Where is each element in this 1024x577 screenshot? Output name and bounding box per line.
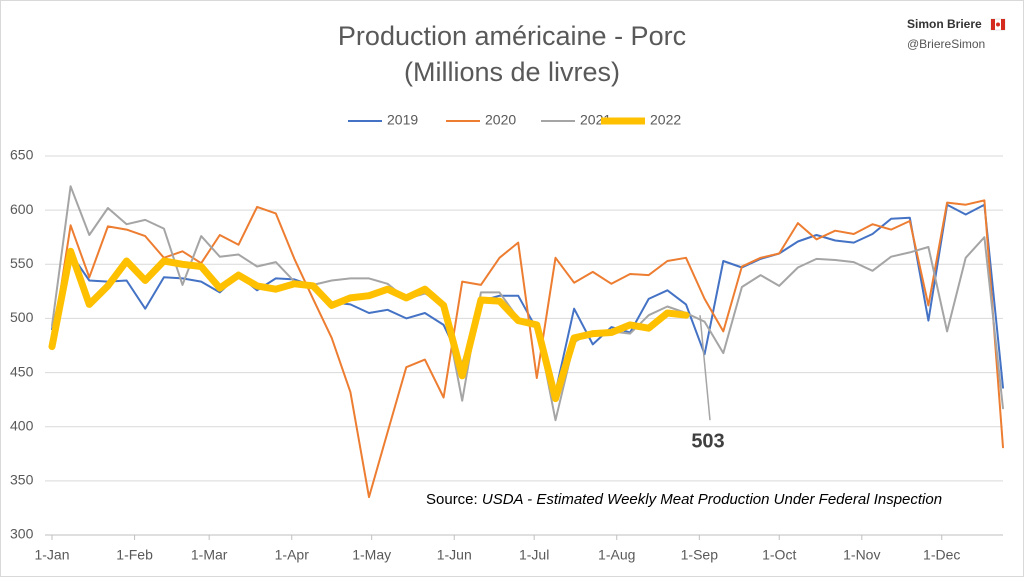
annotation-leader [699, 315, 711, 421]
source-text: USDA - Estimated Weekly Meat Production … [482, 491, 942, 508]
y-tick-label: 300 [10, 526, 34, 542]
x-tick-label: 1-Jul [519, 547, 549, 563]
x-tick-label: 1-Dec [923, 547, 960, 563]
x-tick-label: 1-Oct [762, 547, 796, 563]
y-tick-label: 450 [10, 363, 34, 379]
source-note: Source: USDA - Estimated Weekly Meat Pro… [426, 491, 942, 508]
legend-label: 2022 [650, 112, 681, 128]
y-tick-label: 500 [10, 309, 34, 325]
x-tick-label: 1-Jan [34, 547, 69, 563]
y-tick-label: 650 [10, 147, 34, 163]
chart-subtitle: (Millions de livres) [404, 57, 620, 87]
y-tick-label: 600 [10, 201, 34, 217]
x-tick-label: 1-Feb [116, 547, 153, 563]
legend-label: 2019 [387, 112, 418, 128]
credit-handle: @BriereSimon [907, 37, 985, 51]
x-tick-label: 1-Aug [598, 547, 635, 563]
y-tick-label: 550 [10, 255, 34, 271]
y-tick-label: 350 [10, 472, 34, 488]
x-tick-label: 1-Sep [681, 547, 719, 563]
x-tick-label: 1-Apr [275, 547, 310, 563]
x-tick-label: 1-Nov [843, 547, 880, 563]
credit-name: Simon Briere [907, 17, 982, 31]
flag [990, 18, 1006, 31]
annotation-label: 503 [691, 430, 724, 452]
x-tick-label: 1-Jun [437, 547, 472, 563]
source-label: Source: [426, 491, 478, 508]
series-line [51, 199, 1004, 499]
chart-title: Production américaine - Porc [338, 21, 686, 51]
x-tick-label: 1-May [352, 547, 391, 563]
series-line [48, 247, 690, 403]
legend-label: 2020 [485, 112, 516, 128]
x-tick-label: 1-Mar [191, 547, 228, 563]
y-tick-label: 400 [10, 417, 34, 433]
